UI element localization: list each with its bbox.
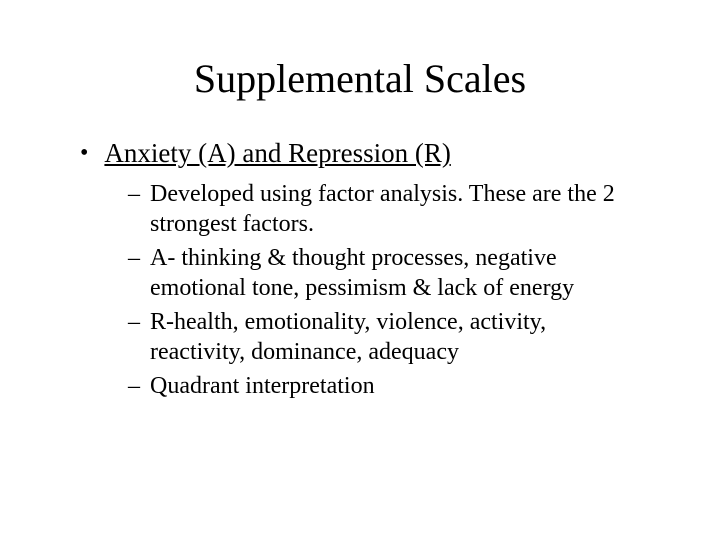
dash-icon: – bbox=[128, 179, 142, 209]
dash-icon: – bbox=[128, 307, 142, 337]
list-item: – Developed using factor analysis. These… bbox=[128, 179, 670, 239]
list-item: – Quadrant interpretation bbox=[128, 371, 670, 401]
list-item: • Anxiety (A) and Repression (R) bbox=[80, 137, 670, 169]
subpoint-text: Quadrant interpretation bbox=[150, 371, 415, 401]
bullet-list-level1: • Anxiety (A) and Repression (R) bbox=[50, 137, 670, 169]
list-item: – A- thinking & thought processes, negat… bbox=[128, 243, 670, 303]
dash-icon: – bbox=[128, 243, 142, 273]
dash-icon: – bbox=[128, 371, 142, 401]
slide: Supplemental Scales • Anxiety (A) and Re… bbox=[0, 0, 720, 540]
list-item: – R-health, emotionality, violence, acti… bbox=[128, 307, 670, 367]
bullet-icon: • bbox=[80, 137, 88, 169]
page-title: Supplemental Scales bbox=[50, 55, 670, 102]
subpoint-text: R-health, emotionality, violence, activi… bbox=[150, 307, 670, 367]
bullet-list-level2: – Developed using factor analysis. These… bbox=[50, 179, 670, 401]
subpoint-text: A- thinking & thought processes, negativ… bbox=[150, 243, 670, 303]
heading-text: Anxiety (A) and Repression (R) bbox=[104, 137, 450, 169]
subpoint-text: Developed using factor analysis. These a… bbox=[150, 179, 670, 239]
